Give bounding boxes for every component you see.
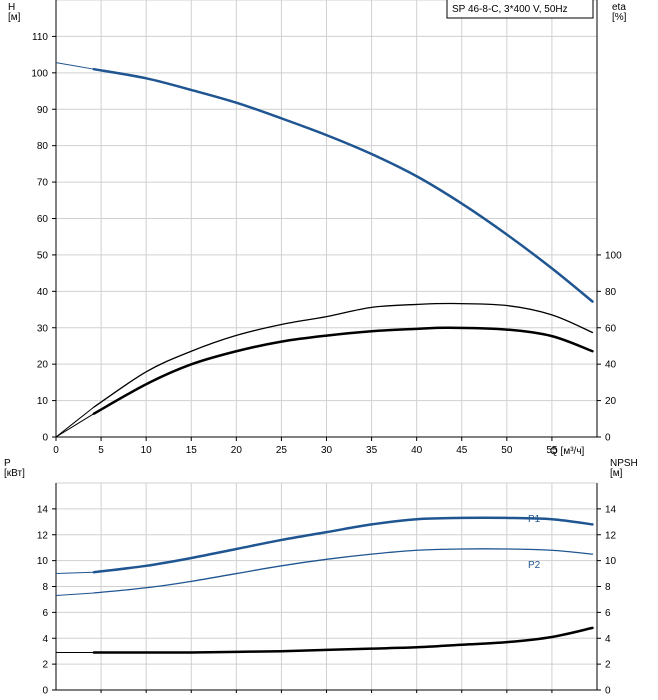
series-p1-line bbox=[92, 516, 594, 574]
series-p2-line bbox=[93, 548, 594, 594]
y-axis-title-head: H [м] bbox=[8, 2, 21, 23]
y-tick-label: 20 bbox=[37, 360, 49, 371]
y2-tick-label: 6 bbox=[605, 608, 611, 619]
power-npsh-ticks: 0 2 4 6 8 10 12 14 0 2 4 6 8 10 12 14 bbox=[37, 504, 617, 696]
y2-tick-label: 80 bbox=[605, 287, 617, 298]
x-tick-label: 40 bbox=[411, 445, 423, 456]
y2-tick-label: 60 bbox=[605, 323, 617, 334]
power-npsh-grid bbox=[56, 482, 597, 690]
head-efficiency-ticks: 0 10 20 30 40 50 60 70 80 90 100 110 0 20 40 60 80 100 0 5 1… bbox=[31, 32, 622, 456]
y-axis-title-power: P [кВт] bbox=[4, 458, 25, 479]
y-tick-label: 10 bbox=[37, 556, 49, 567]
y-tick-label: 0 bbox=[42, 433, 48, 444]
y2-tick-label: 2 bbox=[605, 660, 611, 671]
y2-axis-title-eta: eta [%] bbox=[612, 2, 627, 23]
x-tick-label: 45 bbox=[456, 445, 468, 456]
series-p2-extrapolated bbox=[55, 592, 94, 597]
series-eta-pump-line bbox=[93, 302, 594, 408]
y-tick-label: 100 bbox=[31, 68, 48, 79]
series-p1-extrapolated bbox=[55, 571, 94, 575]
y-tick-label: 10 bbox=[37, 396, 49, 407]
x-tick-label: 20 bbox=[231, 445, 243, 456]
y-tick-label: 12 bbox=[37, 530, 49, 541]
head-efficiency-series bbox=[55, 62, 594, 438]
y-tick-label: 0 bbox=[42, 686, 48, 697]
x-tick-label: 35 bbox=[366, 445, 378, 456]
y2-axis-title-npsh: NPSH [м] bbox=[610, 458, 638, 479]
x-tick-label: 30 bbox=[321, 445, 333, 456]
power-npsh-panel: 0 2 4 6 8 10 12 14 0 2 4 6 8 10 12 14 P [кВт] NPSH [м] P1… bbox=[4, 458, 638, 697]
x-tick-label: 5 bbox=[98, 445, 104, 456]
y-tick-label: 80 bbox=[37, 141, 49, 152]
x-tick-label: 55 bbox=[546, 445, 558, 456]
y2-tick-label: 8 bbox=[605, 582, 611, 593]
y-tick-label: 30 bbox=[37, 323, 49, 334]
x-tick-label: 0 bbox=[53, 445, 59, 456]
y-tick-label: 40 bbox=[37, 287, 49, 298]
y2-tick-label: 10 bbox=[605, 556, 617, 567]
x-tick-label: 15 bbox=[186, 445, 198, 456]
y-tick-label: 2 bbox=[42, 660, 48, 671]
power-npsh-series bbox=[55, 516, 594, 654]
x-axis-title-flow: Q [м³/ч] bbox=[550, 446, 585, 457]
y2-tick-label: 14 bbox=[605, 504, 617, 515]
series-npsh-line bbox=[92, 626, 594, 654]
head-efficiency-panel: 0 10 20 30 40 50 60 70 80 90 100 110 0 20 40 60 80 100 0 5 1… bbox=[8, 0, 627, 457]
y-tick-label: 6 bbox=[42, 608, 48, 619]
y-tick-label: 90 bbox=[37, 105, 49, 116]
y2-tick-label: 40 bbox=[605, 360, 617, 371]
y-tick-label: 110 bbox=[32, 32, 48, 43]
chart-title-box: SP 46-8-C, 3*400 V, 50Hz bbox=[446, 0, 594, 19]
series-eta-pump-extrapolated bbox=[55, 406, 95, 438]
y2-tick-label: 12 bbox=[605, 530, 617, 541]
y2-tick-label: 0 bbox=[605, 686, 611, 697]
y-tick-label: 4 bbox=[42, 634, 48, 645]
curve-label-p2: P2 bbox=[528, 560, 541, 571]
series-eta-total-line bbox=[92, 326, 594, 415]
series-h-extrapolated bbox=[55, 62, 94, 70]
x-tick-label: 25 bbox=[276, 445, 288, 456]
y2-tick-label: 4 bbox=[605, 634, 611, 645]
y-tick-label: 50 bbox=[37, 250, 49, 261]
y-tick-label: 8 bbox=[42, 582, 48, 593]
chart-title: SP 46-8-C, 3*400 V, 50Hz bbox=[452, 4, 568, 15]
y2-tick-label: 100 bbox=[605, 250, 622, 261]
y-tick-label: 60 bbox=[37, 214, 49, 225]
curve-label-p1: P1 bbox=[528, 514, 541, 525]
chart-title-frame bbox=[446, 0, 594, 19]
y2-tick-label: 0 bbox=[605, 433, 611, 444]
y2-tick-label: 20 bbox=[605, 396, 617, 407]
x-tick-label: 10 bbox=[141, 445, 153, 456]
series-h-line bbox=[92, 67, 594, 303]
y-tick-label: 14 bbox=[37, 504, 49, 515]
x-tick-label: 50 bbox=[501, 445, 513, 456]
y-tick-label: 70 bbox=[37, 178, 49, 189]
head-efficiency-grid bbox=[56, 0, 597, 437]
